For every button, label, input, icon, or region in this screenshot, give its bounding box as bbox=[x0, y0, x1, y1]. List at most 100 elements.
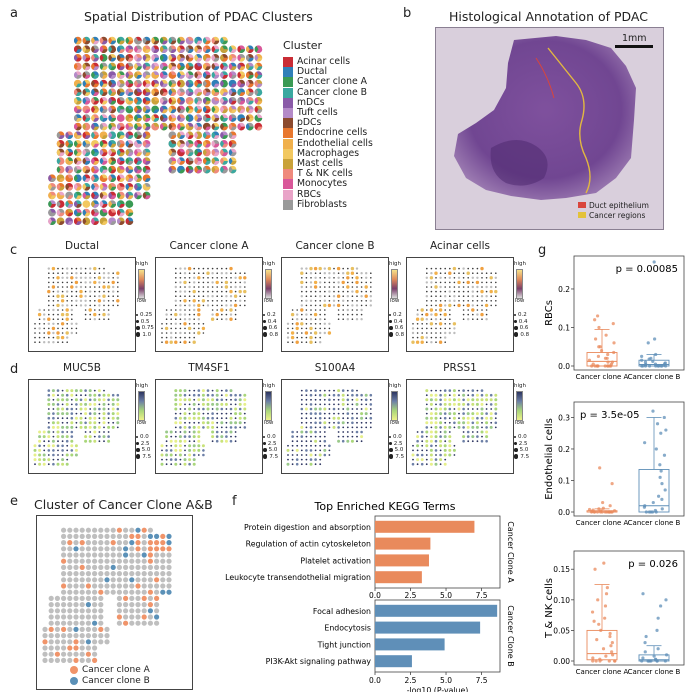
spot bbox=[333, 277, 335, 279]
spot bbox=[73, 540, 79, 546]
c-map-title: Cancer clone A bbox=[169, 240, 249, 252]
spot bbox=[129, 614, 135, 620]
spot bbox=[57, 323, 59, 325]
spot bbox=[169, 449, 173, 452]
spot bbox=[147, 620, 153, 626]
spot bbox=[228, 140, 237, 148]
spot bbox=[168, 45, 177, 54]
spot bbox=[305, 309, 308, 311]
spot bbox=[75, 394, 78, 397]
spot bbox=[301, 318, 303, 320]
spot bbox=[177, 131, 185, 140]
spot bbox=[175, 318, 177, 320]
spot bbox=[193, 313, 195, 316]
panel-g-letter: g bbox=[538, 243, 547, 258]
spot bbox=[70, 430, 74, 434]
spot bbox=[116, 416, 120, 420]
spot bbox=[356, 417, 358, 420]
spot bbox=[475, 280, 480, 285]
spot bbox=[346, 285, 350, 289]
spot bbox=[73, 217, 82, 226]
spot bbox=[229, 430, 233, 434]
spot bbox=[439, 403, 442, 406]
spot bbox=[175, 281, 177, 284]
spot bbox=[341, 280, 345, 285]
spot bbox=[301, 327, 303, 330]
spot bbox=[355, 267, 359, 270]
spot bbox=[448, 290, 451, 293]
spot bbox=[66, 449, 69, 452]
spot bbox=[194, 140, 203, 148]
spot bbox=[135, 546, 141, 552]
spot bbox=[125, 79, 134, 88]
spot bbox=[61, 657, 67, 663]
spot bbox=[323, 389, 326, 392]
spot bbox=[161, 336, 163, 339]
spot bbox=[198, 272, 200, 274]
spot bbox=[185, 165, 194, 174]
spot bbox=[220, 71, 228, 79]
spot bbox=[369, 295, 372, 298]
spot bbox=[225, 412, 228, 415]
spot bbox=[97, 276, 102, 280]
spot bbox=[33, 453, 37, 457]
box-point bbox=[606, 364, 610, 368]
spot bbox=[216, 286, 218, 288]
spot bbox=[243, 426, 247, 429]
spot bbox=[166, 571, 172, 577]
spot bbox=[85, 533, 91, 539]
size-legend-label: 0.0 bbox=[518, 434, 527, 440]
spot bbox=[185, 97, 194, 105]
spot bbox=[466, 425, 470, 429]
spot bbox=[458, 417, 460, 420]
spot bbox=[85, 571, 91, 577]
spot bbox=[91, 62, 99, 71]
spot bbox=[70, 416, 74, 420]
spot bbox=[92, 533, 98, 539]
spot bbox=[305, 440, 308, 443]
kegg-term-label: Focal adhesion bbox=[313, 607, 371, 616]
spot bbox=[60, 299, 65, 303]
panel-b-letter: b bbox=[403, 6, 412, 21]
spot bbox=[111, 393, 115, 397]
clone-legend-a: Cancer clone A bbox=[70, 664, 150, 675]
spot bbox=[177, 165, 185, 174]
spot bbox=[79, 571, 85, 577]
spot bbox=[52, 398, 55, 401]
spot bbox=[38, 332, 41, 334]
spot bbox=[225, 272, 228, 275]
spot bbox=[300, 425, 304, 429]
kegg-tick-label: 2.5 bbox=[405, 676, 417, 685]
spot bbox=[154, 533, 160, 539]
spot bbox=[174, 340, 178, 344]
box-point bbox=[643, 364, 648, 368]
spot bbox=[444, 304, 447, 307]
spot bbox=[185, 157, 194, 165]
spot bbox=[342, 426, 345, 429]
spot bbox=[177, 88, 185, 97]
spot bbox=[489, 276, 493, 280]
spot bbox=[305, 421, 308, 424]
spot bbox=[319, 309, 321, 311]
spot bbox=[471, 408, 474, 410]
spot bbox=[79, 626, 85, 632]
spot bbox=[485, 398, 489, 402]
box-frame bbox=[573, 255, 685, 371]
spot bbox=[448, 299, 451, 302]
spot bbox=[79, 614, 85, 620]
kegg-tick-label: 7.5 bbox=[476, 676, 488, 685]
spot bbox=[43, 327, 45, 330]
spot bbox=[65, 331, 69, 335]
spot bbox=[243, 281, 246, 284]
spot bbox=[61, 276, 64, 279]
spot bbox=[73, 533, 79, 539]
spot bbox=[332, 272, 336, 275]
spot bbox=[466, 421, 470, 425]
spot bbox=[73, 651, 79, 657]
spot bbox=[141, 602, 147, 608]
box-point bbox=[590, 610, 595, 614]
spot bbox=[485, 309, 488, 311]
spot bbox=[123, 614, 129, 620]
spot bbox=[439, 439, 443, 443]
spot bbox=[47, 398, 51, 402]
